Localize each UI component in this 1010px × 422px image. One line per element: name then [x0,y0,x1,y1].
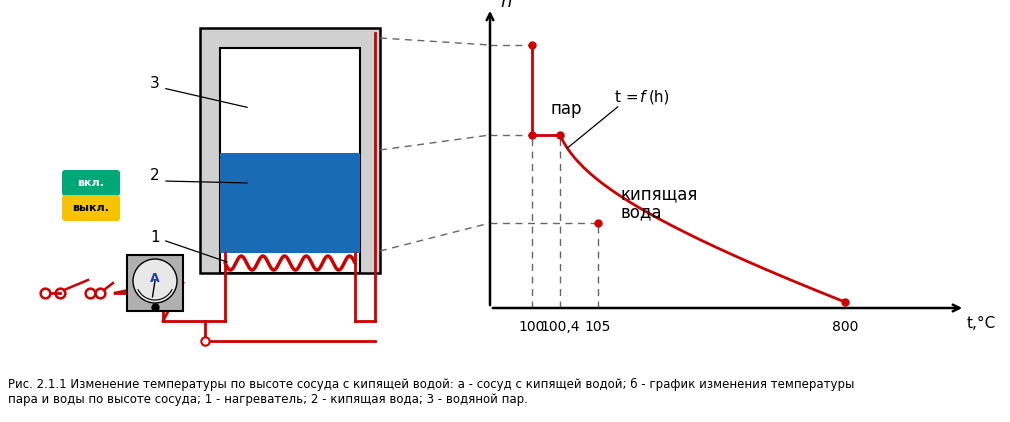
FancyBboxPatch shape [62,170,120,196]
Bar [127,255,183,311]
Text: пар: пар [550,100,582,118]
Text: вода: вода [620,203,662,221]
Text: t,°C: t,°C [967,316,996,331]
Text: 100: 100 [519,320,545,334]
Text: (h): (h) [649,89,671,105]
Text: h: h [500,0,511,11]
Text: пара и воды по высоте сосуда; 1 - нагреватель; 2 - кипящая вода; 3 - водяной пар: пара и воды по высоте сосуда; 1 - нагрев… [8,393,528,406]
Bar [220,153,360,253]
Text: 1: 1 [150,230,160,246]
Text: 105: 105 [585,320,611,334]
Text: 2: 2 [150,168,160,184]
Text: 100,4: 100,4 [540,320,580,334]
Circle shape [133,259,177,303]
Bar [200,28,380,273]
Bar [220,48,360,273]
Text: A: A [150,273,160,286]
Text: 800: 800 [832,320,858,334]
Text: Рис. 2.1.1 Изменение температуры по высоте сосуда с кипящей водой: а - сосуд с к: Рис. 2.1.1 Изменение температуры по высо… [8,378,854,391]
Text: выкл.: выкл. [73,203,109,213]
Text: кипящая: кипящая [620,185,697,203]
FancyBboxPatch shape [62,195,120,221]
Text: t =: t = [615,89,643,105]
Text: 3: 3 [150,76,160,90]
Text: вкл.: вкл. [78,178,104,188]
Text: f: f [640,89,645,105]
